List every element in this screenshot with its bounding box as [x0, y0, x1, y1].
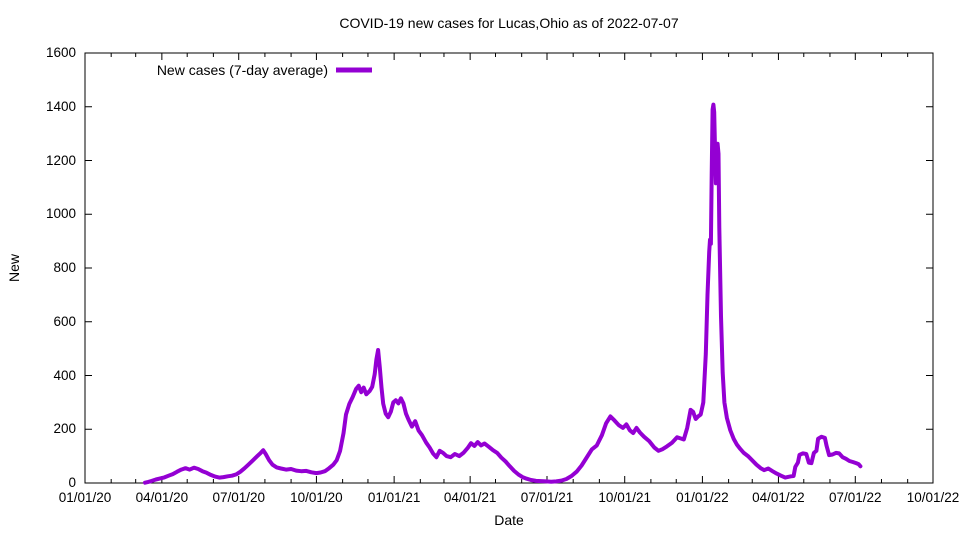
y-tick-label: 0 — [68, 475, 76, 490]
y-tick-label: 1600 — [45, 45, 76, 60]
y-tick-label: 200 — [53, 421, 76, 437]
legend-label: New cases (7-day average) — [156, 62, 328, 78]
y-tick-label: 600 — [53, 313, 76, 329]
x-tick-label: 07/01/22 — [829, 490, 882, 505]
axis-ticks — [84, 52, 934, 484]
data-line-new-cases — [143, 102, 863, 485]
x-tick-label: 10/01/22 — [906, 490, 960, 505]
x-tick-label: 07/01/21 — [520, 490, 574, 505]
x-tick-label: 07/01/20 — [212, 490, 265, 505]
x-tick-label: 10/01/21 — [598, 490, 651, 505]
x-tick-label: 04/01/20 — [135, 490, 189, 505]
plot-border — [84, 52, 934, 484]
y-tick-label: 400 — [53, 367, 76, 383]
x-tick-label: 10/01/20 — [290, 490, 343, 505]
y-tick-label: 1200 — [45, 152, 76, 168]
x-tick-label: 04/01/21 — [443, 490, 497, 505]
y-tick-label: 1000 — [45, 206, 76, 222]
x-tick-label: 04/01/22 — [752, 490, 805, 505]
y-tick-label: 800 — [53, 260, 76, 275]
x-axis-label: Date — [494, 512, 524, 528]
y-tick-label: 1400 — [45, 98, 76, 114]
x-tick-label: 01/01/20 — [58, 490, 112, 505]
x-tick-label: 01/01/21 — [367, 490, 421, 505]
x-tick-label: 01/01/22 — [676, 490, 729, 505]
chart-title: COVID-19 new cases for Lucas,Ohio as of … — [339, 15, 679, 31]
